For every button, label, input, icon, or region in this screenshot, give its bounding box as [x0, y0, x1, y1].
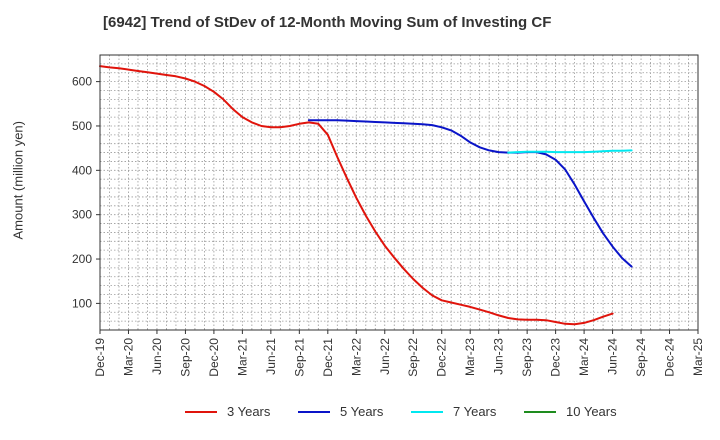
legend-swatch	[185, 410, 217, 413]
series-line-1	[99, 65, 614, 326]
x-tick-label: Dec-20	[207, 338, 221, 377]
plot-area	[100, 55, 698, 330]
x-tick-label: Jun-22	[378, 338, 392, 375]
grid-lines	[100, 55, 698, 330]
x-tick-label: Dec-21	[321, 338, 335, 377]
x-tick-label: Mar-24	[577, 338, 591, 376]
x-tick-label: Dec-22	[435, 338, 449, 377]
y-tick-label: 200	[72, 252, 92, 266]
x-tick-label: Mar-20	[121, 338, 135, 376]
plot-frame	[99, 54, 699, 331]
x-tick-label: Sep-24	[634, 338, 648, 377]
legend-swatch	[298, 410, 330, 413]
x-tick-label: Jun-23	[492, 338, 506, 375]
x-tick-label: Sep-23	[520, 338, 534, 377]
x-tick-label: Mar-21	[235, 338, 249, 376]
y-tick-label: 100	[72, 296, 92, 310]
legend-label: 3 Years	[227, 404, 271, 419]
legend-label: 10 Years	[566, 404, 617, 419]
x-tick-label: Jun-21	[264, 338, 278, 375]
x-tick-label: Sep-20	[178, 338, 192, 377]
legend-item-4: 10 Years	[524, 404, 617, 419]
x-tick-label: Mar-22	[349, 338, 363, 376]
legend-label: 5 Years	[340, 404, 384, 419]
y-tick-labels: 100 200 300 400 500 600	[72, 75, 100, 310]
x-tick-label: Mar-25	[691, 338, 705, 376]
series-lines	[99, 65, 633, 326]
x-tick-label: Sep-21	[292, 338, 306, 377]
series-line-3	[507, 149, 633, 154]
x-tick-label: Dec-23	[549, 338, 563, 377]
x-tick-label: Dec-24	[663, 338, 677, 377]
legend-item-2: 5 Years	[298, 404, 383, 419]
y-tick-label: 300	[72, 208, 92, 222]
series-line-2	[307, 119, 633, 268]
legend-item-3: 7 Years	[411, 404, 496, 419]
x-tick-labels: Dec-19 Mar-20 Jun-20 Sep-20 Dec-20 Mar-21 Jun-…	[93, 330, 705, 377]
legend-label: 7 Years	[453, 404, 497, 419]
legend-swatch	[524, 410, 556, 413]
x-tick-label: Sep-22	[406, 338, 420, 377]
y-tick-label: 400	[72, 163, 92, 177]
x-tick-label: Jun-24	[606, 338, 620, 375]
x-tick-label: Dec-19	[93, 338, 107, 377]
legend-swatch	[411, 410, 443, 413]
y-tick-label: 500	[72, 119, 92, 133]
legend: 3 Years 5 Years 7 Years 10 Years	[0, 404, 720, 426]
x-tick-label: Jun-20	[150, 338, 164, 375]
chart-title: [6942] Trend of StDev of 12-Month Moving…	[103, 14, 552, 31]
y-tick-label: 600	[72, 75, 92, 89]
x-tick-label: Mar-23	[463, 338, 477, 376]
legend-item-1: 3 Years	[185, 404, 270, 419]
